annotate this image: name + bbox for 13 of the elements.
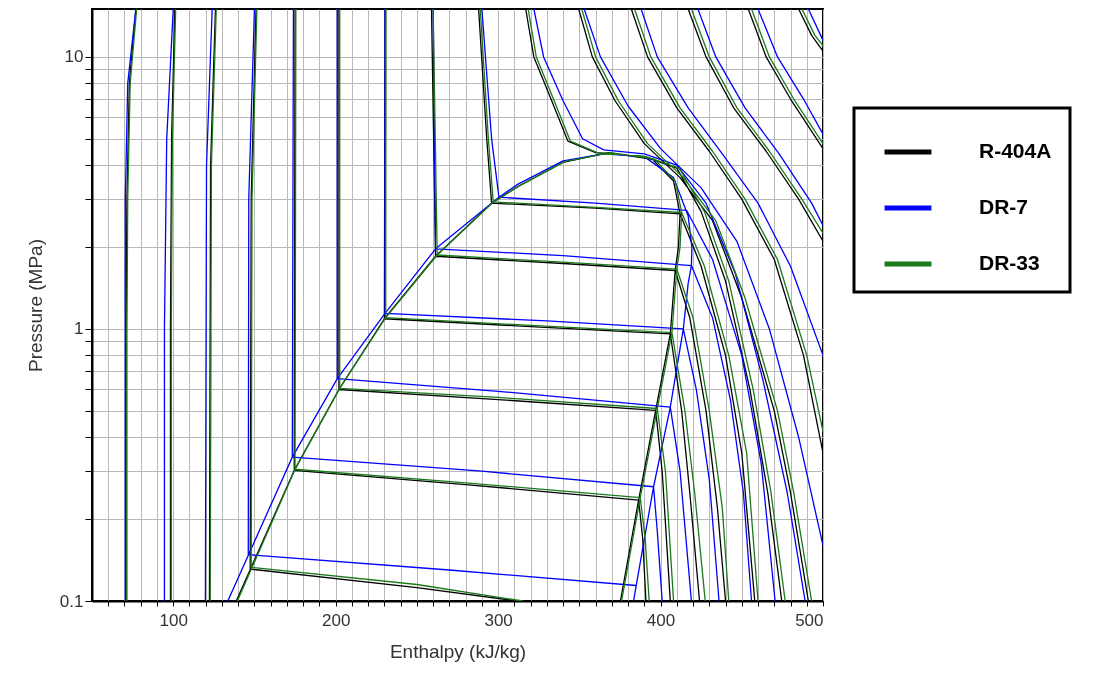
x-tick-label: 100 <box>159 610 188 630</box>
y-tick-label: 1 <box>74 319 84 339</box>
x-axis-title: Enthalpy (kJ/kg) <box>389 640 527 662</box>
x-tick-label: 200 <box>321 610 351 630</box>
x-tick-label: 500 <box>795 610 824 630</box>
legend-label: DR-7 <box>979 195 1029 218</box>
y-tick-label: 0.1 <box>59 591 84 611</box>
legend-label: R-404A <box>979 139 1052 162</box>
y-tick-label: 10 <box>64 47 84 67</box>
legend-label: DR-33 <box>979 251 1040 274</box>
x-tick-label: 400 <box>646 610 676 630</box>
y-axis-title: Pressure (MPa) <box>24 238 46 373</box>
x-tick-label: 300 <box>484 610 513 630</box>
